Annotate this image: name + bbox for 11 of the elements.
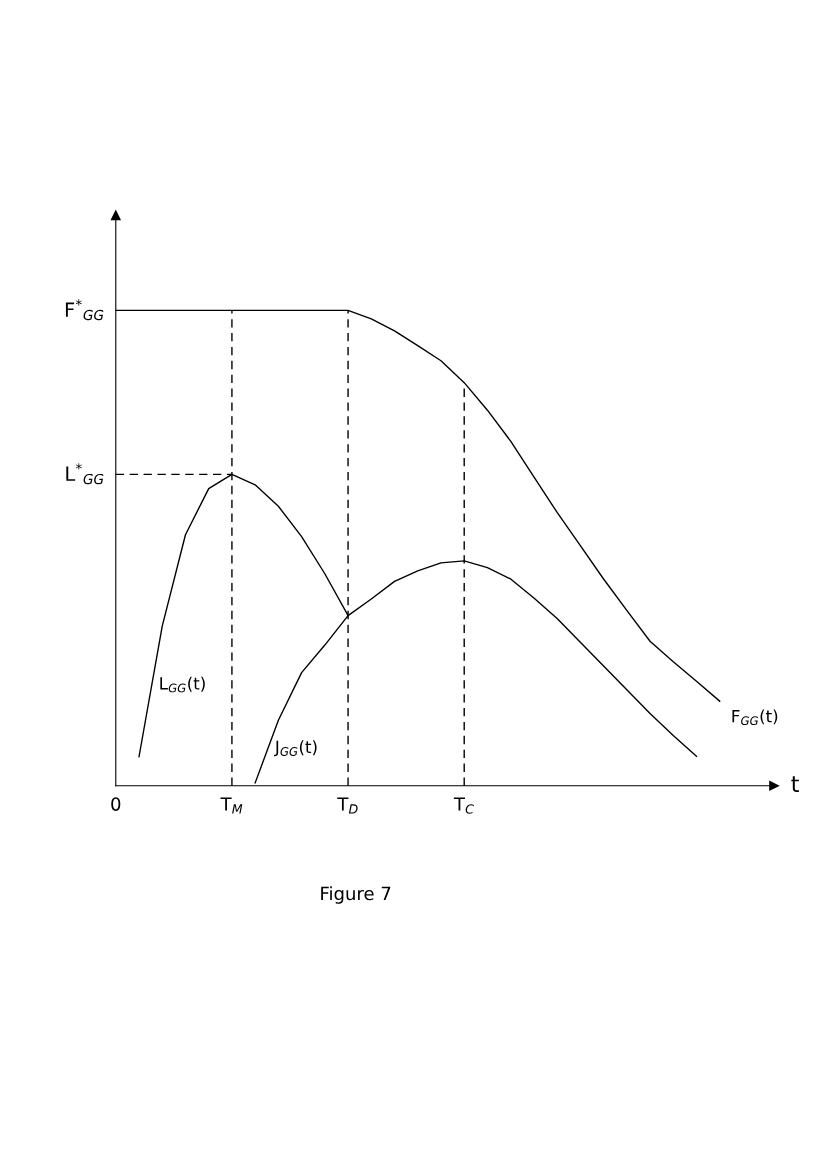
x-tick-label: T$_{D}$ — [337, 797, 358, 814]
series-label: L$_{GG}$(t) — [160, 676, 205, 693]
x-tick-label: T$_{M}$ — [220, 797, 243, 814]
x-tick-label: 0 — [111, 797, 121, 811]
x-tick-label: T$_{C}$ — [453, 797, 474, 814]
caption: Figure 7 — [321, 886, 391, 904]
y-axis-title: F$^{*}$$_{GG}$ — [65, 299, 104, 321]
series-label: F$_{GG}$(t) — [732, 709, 778, 726]
ref-line-label: L$^{*}$$_{GG}$ — [66, 463, 104, 485]
series-label: J$_{GG}$(t) — [274, 740, 317, 757]
x-axis-title: t — [791, 776, 799, 792]
